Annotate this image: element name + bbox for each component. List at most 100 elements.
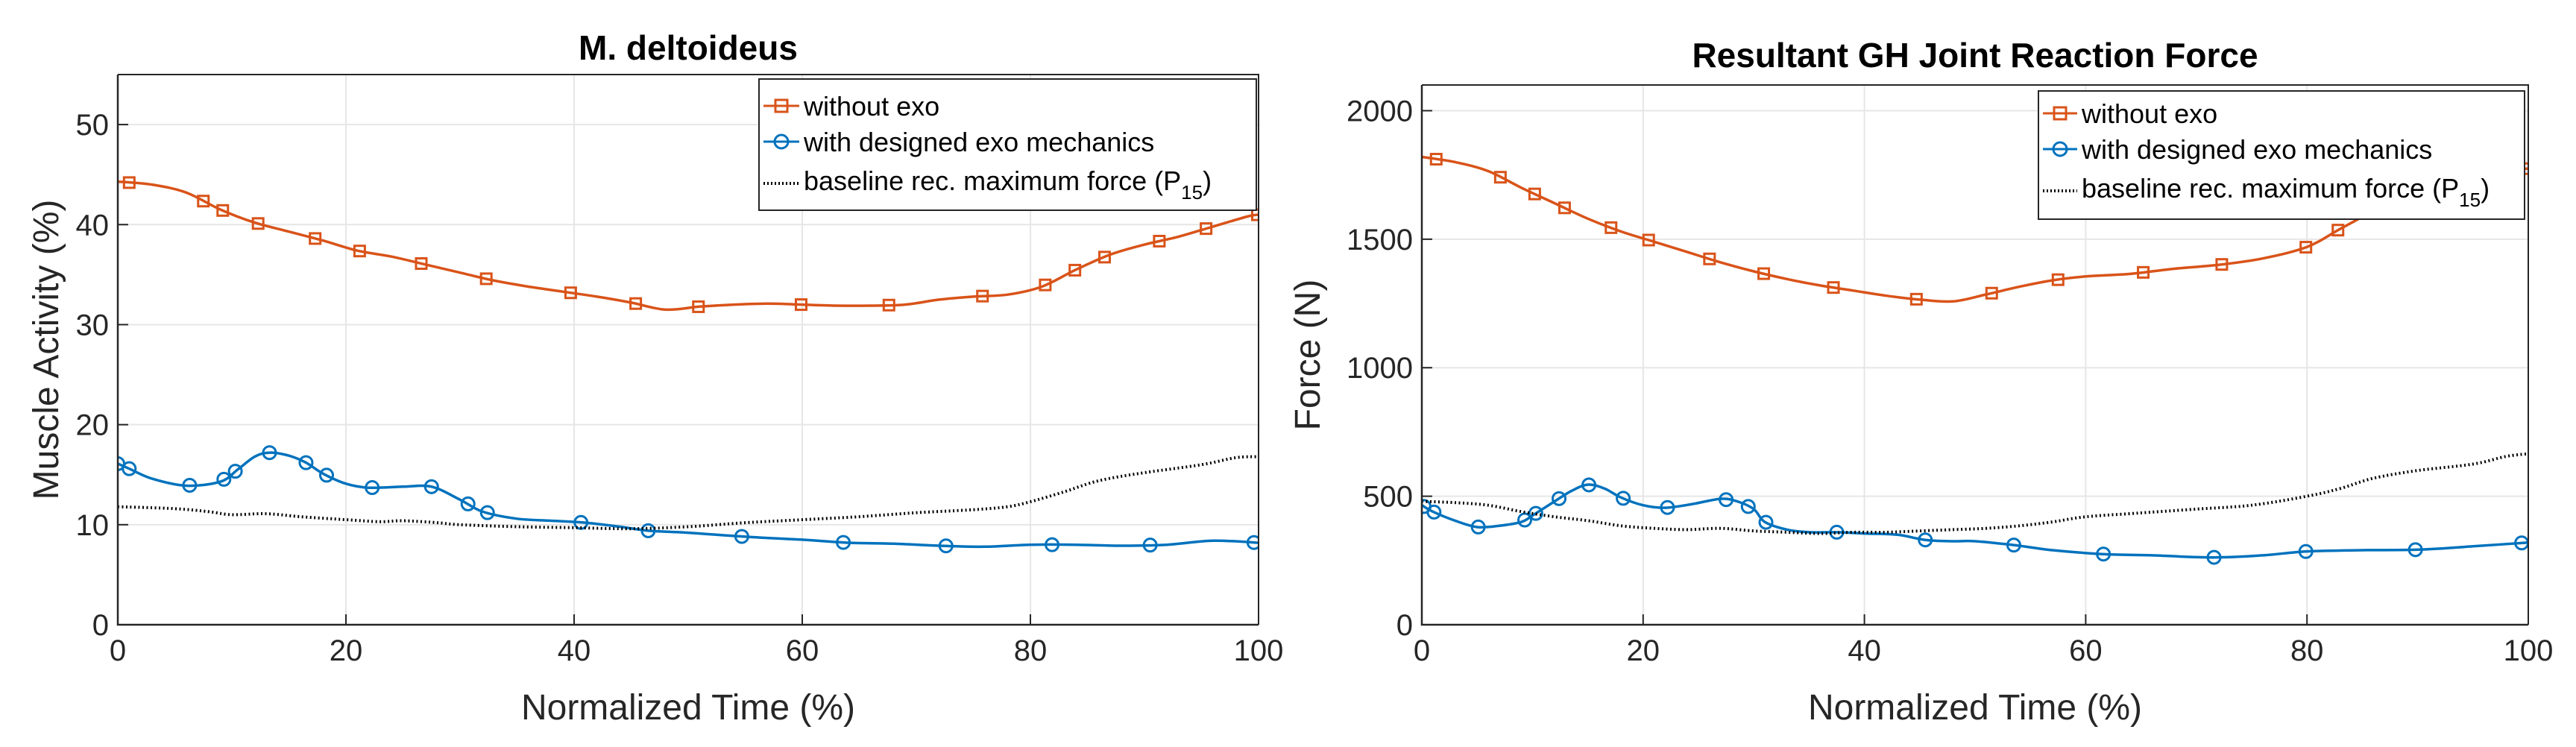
x-tick-label: 60 — [786, 634, 819, 667]
data-point-without-exo — [1909, 292, 1923, 306]
data-point-without-exo — [353, 245, 366, 258]
ticks: 0 20 40 60 80 100 0 10 20 30 40 50 — [76, 109, 1284, 667]
data-point-with-designed-exo-mechanics — [1528, 505, 1543, 521]
data-point-without-exo — [1098, 250, 1111, 264]
data-point-with-designed-exo-mechanics — [836, 535, 851, 550]
series-layer — [118, 176, 1259, 554]
legend-label-baseline-subscript: 15 — [2459, 189, 2481, 211]
data-point-without-exo — [976, 289, 989, 303]
chart-title: Resultant GH Joint Reaction Force — [1692, 36, 2258, 75]
data-point-without-exo — [1039, 278, 1052, 291]
x-tick-label: 40 — [1848, 634, 1881, 667]
series-line-with-designed-exo-mechanics — [1422, 483, 2528, 559]
legend-box — [2038, 90, 2525, 220]
x-tick-label: 40 — [558, 634, 591, 667]
data-point-without-exo — [629, 297, 643, 310]
legend-label-without-exo: without exo — [803, 91, 939, 122]
data-point-without-exo — [197, 195, 210, 208]
data-point-with-designed-exo-mechanics — [2206, 549, 2222, 565]
data-point-with-designed-exo-mechanics — [1918, 532, 1933, 548]
data-point-without-exo — [479, 272, 493, 286]
data-point-without-exo — [1493, 171, 1507, 184]
legend-label-with-exo: with designed exo mechanics — [803, 127, 1154, 157]
data-point-without-exo — [1068, 263, 1082, 277]
x-tick-label: 60 — [2069, 634, 2103, 667]
data-point-without-exo — [1200, 222, 1213, 236]
data-point-without-exo — [1642, 233, 1655, 247]
series-line-with-designed-exo-mechanics — [118, 451, 1259, 549]
data-point-with-designed-exo-mechanics — [298, 455, 314, 470]
data-point-without-exo — [882, 298, 895, 312]
data-point-without-exo — [2051, 273, 2065, 286]
data-point-without-exo — [1605, 221, 1618, 234]
data-point-with-designed-exo-mechanics — [262, 445, 277, 461]
data-point-without-exo — [692, 300, 705, 313]
x-tick-label: 100 — [2504, 634, 2554, 667]
x-tick-label: 20 — [1627, 634, 1660, 667]
data-point-with-designed-exo-mechanics — [1426, 504, 1442, 520]
data-point-without-exo — [1827, 281, 1840, 294]
y-tick-label: 0 — [1396, 609, 1413, 642]
chart-title: M. deltoideus — [579, 28, 798, 67]
x-tick-label: 80 — [1014, 634, 1048, 667]
legend-box — [758, 78, 1257, 211]
data-point-with-designed-exo-mechanics — [1616, 491, 1631, 506]
data-point-without-exo — [1558, 201, 1571, 215]
legend-label-without-exo: without exo — [2081, 98, 2217, 129]
legend-label-baseline-main: baseline rec. maximum force (P — [2082, 173, 2459, 204]
legend-marker-circle — [2052, 141, 2068, 157]
y-tick-label: 1000 — [1347, 352, 1413, 385]
data-point-without-exo — [2137, 265, 2150, 279]
data-point-without-exo — [1528, 187, 1541, 201]
series-line-without-exo — [118, 180, 1259, 312]
legend-label-baseline-close: ) — [1203, 166, 1212, 196]
data-point-with-designed-exo-mechanics — [2298, 543, 2314, 559]
x-tick-label: 80 — [2290, 634, 2324, 667]
data-point-without-exo — [1250, 208, 1259, 221]
data-point-with-designed-exo-mechanics — [938, 538, 954, 554]
data-point-with-designed-exo-mechanics — [460, 496, 476, 511]
legend: without exo with designed exo mechanics … — [758, 78, 1257, 211]
legend-marker-circle — [773, 133, 790, 150]
data-point-with-designed-exo-mechanics — [2407, 542, 2423, 558]
data-point-without-exo — [1429, 153, 1443, 166]
legend-label-baseline-subscript: 15 — [1181, 181, 1203, 204]
legend-label-baseline-close: ) — [2481, 173, 2490, 204]
muscle-activity-chart: 0 20 40 60 80 100 0 10 20 30 40 50 M. deltoideus No… — [27, 28, 1283, 728]
data-point-with-designed-exo-mechanics — [182, 477, 198, 493]
data-point-with-designed-exo-mechanics — [734, 529, 749, 544]
data-point-without-exo — [251, 217, 265, 230]
y-tick-label: 30 — [76, 309, 110, 341]
data-point-with-designed-exo-mechanics — [365, 480, 380, 496]
legend-label-baseline-main: baseline rec. maximum force (P — [804, 166, 1181, 196]
y-axis-label: Muscle Activity (%) — [27, 200, 66, 500]
x-tick-label: 20 — [330, 634, 363, 667]
legend-marker-square — [774, 98, 789, 113]
y-tick-label: 0 — [92, 609, 109, 642]
data-point-with-designed-exo-mechanics — [227, 464, 243, 479]
y-tick-label: 20 — [76, 409, 110, 442]
data-point-with-designed-exo-mechanics — [423, 479, 439, 494]
legend-marker-square — [2053, 106, 2068, 121]
data-point-with-designed-exo-mechanics — [1660, 499, 1675, 515]
data-point-without-exo — [2215, 258, 2229, 271]
data-point-with-designed-exo-mechanics — [1740, 499, 1756, 514]
data-point-without-exo — [1757, 267, 1771, 280]
data-point-without-exo — [2299, 241, 2313, 254]
data-point-with-designed-exo-mechanics — [1552, 491, 1567, 506]
data-point-without-exo — [1153, 234, 1166, 248]
data-point-with-designed-exo-mechanics — [1581, 477, 1597, 493]
data-point-without-exo — [564, 286, 577, 300]
data-point-with-designed-exo-mechanics — [1719, 492, 1734, 508]
x-axis-label: Normalized Time (%) — [521, 688, 855, 728]
data-point-with-designed-exo-mechanics — [318, 467, 334, 483]
legend-label-with-exo: with designed exo mechanics — [2081, 134, 2432, 165]
data-point-with-designed-exo-mechanics — [1045, 537, 1060, 552]
data-point-with-designed-exo-mechanics — [2096, 546, 2111, 562]
data-point-without-exo — [794, 298, 807, 312]
series-line-baseline-rec-maximum-force-p15 — [1422, 452, 2528, 535]
y-tick-label: 500 — [1363, 481, 1413, 514]
y-axis-label: Force (N) — [1288, 280, 1328, 431]
